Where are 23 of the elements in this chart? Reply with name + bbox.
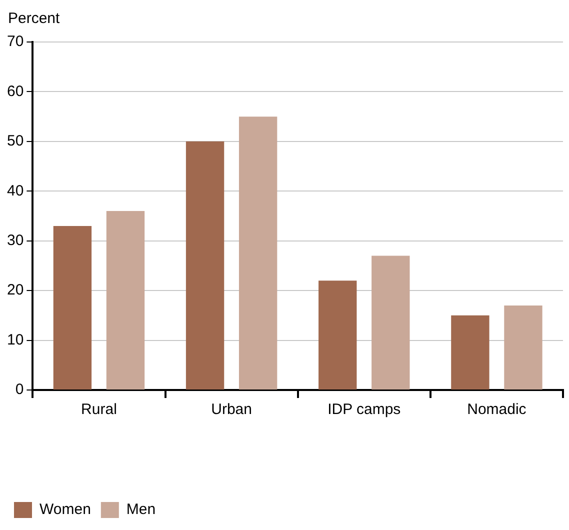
y-tick-label: 60 [6, 82, 24, 100]
bar [318, 280, 357, 390]
y-axis-title: Percent [8, 10, 61, 27]
y-tick-label: 30 [6, 232, 24, 249]
bar [186, 141, 224, 390]
y-tick-label: 20 [6, 282, 24, 299]
y-tick-label: 50 [6, 132, 24, 150]
y-tick-label: 0 [15, 381, 24, 398]
legend-label: Women [40, 501, 91, 518]
y-tick-label: 10 [6, 331, 24, 348]
bar [451, 315, 490, 390]
x-tick-label: Rural [81, 401, 117, 418]
bar [372, 256, 410, 390]
bar [238, 116, 278, 390]
bar [504, 305, 542, 390]
x-tick-label: Urban [211, 401, 252, 418]
bar [106, 211, 145, 390]
legend-label: Men [126, 501, 156, 518]
x-tick-label: IDP camps [328, 401, 401, 418]
y-tick-label: 40 [6, 182, 24, 200]
y-tick-label: 70 [6, 33, 24, 50]
bar [53, 226, 92, 390]
x-tick-label: Nomadic [467, 401, 527, 418]
